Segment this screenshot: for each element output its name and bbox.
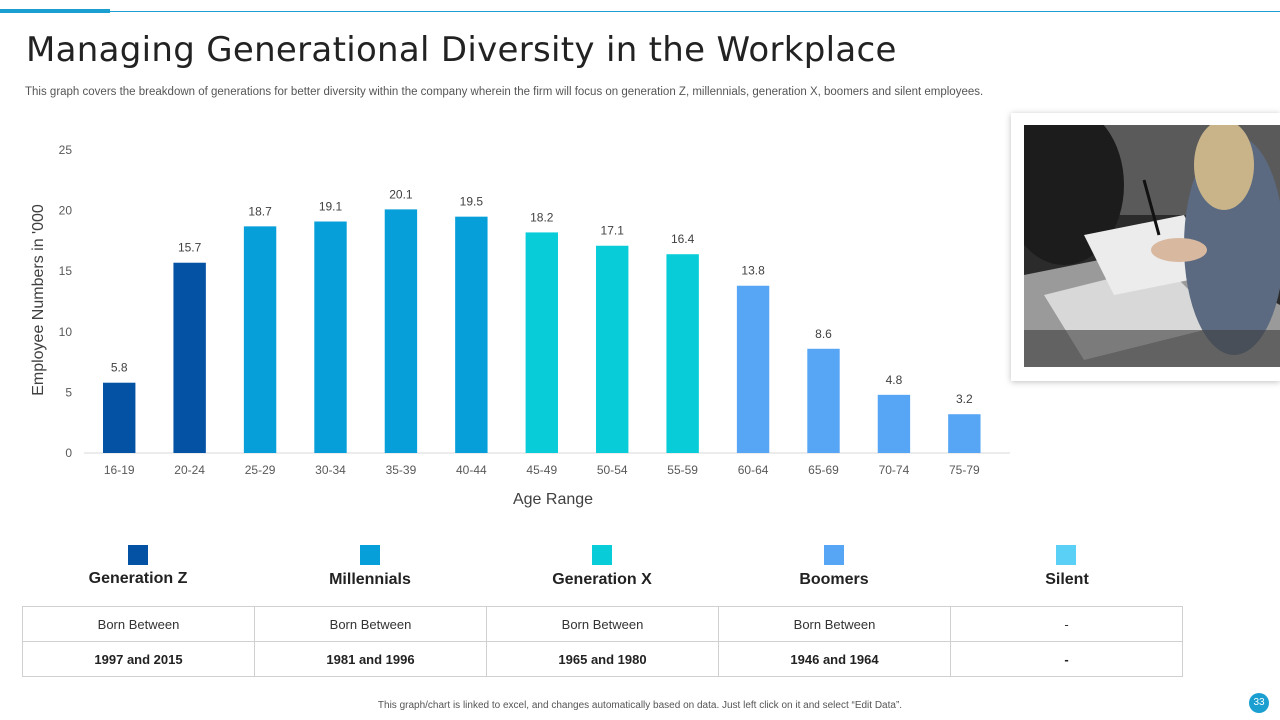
bars [103,209,981,453]
bar-value-label: 19.5 [460,195,484,209]
page-title: Managing Generational Diversity in the W… [26,30,897,70]
x-tick-label: 30-34 [315,463,346,477]
bar-value-label: 18.2 [530,210,554,224]
legend-label-generation-x: Generation X [552,571,652,588]
x-tick-label: 45-49 [526,463,557,477]
bar-55-59[interactable] [666,254,699,453]
bar-chart[interactable]: 0 5 10 15 20 25 5.8 15.7 18.7 19.1 20.1 19.5 18.2 17… [0,0,1010,520]
y-axis-ticks: 0 5 10 15 20 25 [59,143,73,460]
table-cell: Born Between [486,606,719,642]
x-tick-label: 25-29 [245,463,276,477]
bar-value-label: 15.7 [178,241,202,255]
table-cell: 1965 and 1980 [486,641,719,677]
bar-value-label: 18.7 [248,204,272,218]
photo-illustration [1024,125,1280,367]
bar-value-label: 4.8 [886,373,903,387]
bar-25-29[interactable] [243,226,277,453]
page-subtitle: This graph covers the breakdown of gener… [25,86,984,98]
bar-value-label: 5.8 [111,361,128,375]
birth-years-row: 1997 and 2015 1981 and 1996 1965 and 198… [22,641,1183,677]
x-tick-label: 16-19 [104,463,135,477]
x-tick-label: 20-24 [174,463,205,477]
photo-frame [1011,113,1280,381]
x-axis-title: Age Range [513,491,593,508]
table-cell: - [950,606,1183,642]
x-axis-ticks: 16-19 20-24 25-29 30-34 35-39 40-44 45-49 50-54… [104,463,980,477]
y-axis-title: Employee Numbers in '000 [30,204,47,396]
x-tick-label: 75-79 [949,463,980,477]
top-divider [0,11,1280,12]
legend-label-generation-z: Generation Z [88,570,188,587]
y-tick-label: 25 [59,143,73,157]
born-label-row: Born Between Born Between Born Between B… [22,606,1183,642]
bar-35-39[interactable] [384,209,418,453]
y-tick-label: 15 [59,264,73,278]
page-number-badge: 33 [1249,693,1269,713]
legend-swatch-boomers [824,545,844,565]
bar-65-69[interactable] [807,348,840,453]
x-tick-label: 50-54 [597,463,628,477]
bar-value-label: 13.8 [741,264,765,278]
bar-value-label: 3.2 [956,392,973,406]
bar-45-49[interactable] [525,232,558,453]
bar-40-44[interactable] [455,216,488,453]
bar-value-label: 17.1 [601,224,625,238]
legend-label-millennials: Millennials [329,571,411,588]
table-cell: Born Between [718,606,951,642]
table-cell: 1981 and 1996 [254,641,487,677]
generation-birth-table: Born Between Born Between Born Between B… [22,606,1183,677]
workplace-photo [1024,125,1280,367]
legend-swatch-millennials [360,545,380,565]
legend-swatch-silent [1056,545,1076,565]
bar-60-64[interactable] [736,285,770,453]
bar-value-label: 16.4 [671,232,695,246]
legend-label-silent: Silent [1045,571,1089,588]
x-tick-label: 65-69 [808,463,839,477]
bar-value-label: 8.6 [815,327,832,341]
x-tick-label: 40-44 [456,463,487,477]
bar-16-19[interactable] [103,382,136,453]
y-tick-label: 5 [65,385,72,399]
bar-70-74[interactable] [877,394,911,453]
bar-20-24[interactable] [173,262,206,453]
bar-value-label: 20.1 [389,187,413,201]
x-tick-label: 60-64 [738,463,769,477]
table-cell: 1946 and 1964 [718,641,951,677]
legend-swatch-generation-x [592,545,612,565]
bar-75-79[interactable] [948,414,981,453]
x-tick-label: 55-59 [667,463,698,477]
x-tick-label: 35-39 [386,463,417,477]
legend-swatch-generation-z [128,545,148,565]
bar-value-label: 19.1 [319,200,343,214]
y-tick-label: 20 [59,204,73,218]
table-cell: Born Between [254,606,487,642]
table-cell: Born Between [22,606,255,642]
bar-50-54[interactable] [596,245,629,453]
bar-30-34[interactable] [314,221,347,453]
y-tick-label: 0 [65,446,72,460]
legend-label-boomers: Boomers [799,571,869,588]
table-cell: 1997 and 2015 [22,641,255,677]
bar-data-labels: 5.8 15.7 18.7 19.1 20.1 19.5 18.2 17.1 16.4 13.8 8… [111,187,973,406]
y-tick-label: 10 [59,325,73,339]
table-cell: - [950,641,1183,677]
footnote: This graph/chart is linked to excel, and… [377,700,903,711]
x-tick-label: 70-74 [879,463,910,477]
